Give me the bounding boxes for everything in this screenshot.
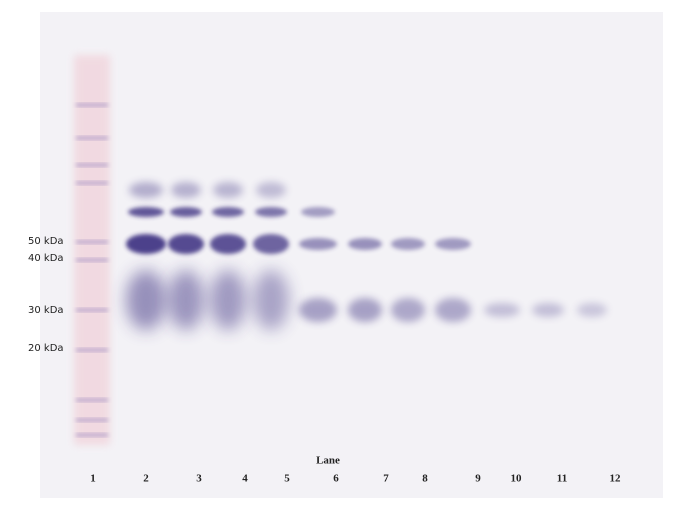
band-45: [435, 238, 471, 250]
top-smear: [171, 182, 201, 198]
axis-label: Lane: [316, 455, 340, 467]
ladder-band: [76, 258, 108, 262]
lane-number: 3: [196, 473, 202, 485]
band-30: [532, 303, 564, 317]
marker-labels: 50 kDa 40 kDa 30 kDa 20 kDa: [28, 236, 64, 354]
lane-number: 11: [557, 473, 567, 485]
top-smear: [256, 182, 286, 198]
band-upper: [170, 207, 202, 217]
ladder-band: [76, 433, 108, 437]
ladder-band: [76, 418, 108, 422]
ladder-band: [76, 163, 108, 167]
band-30: [577, 303, 607, 317]
lane-number: 12: [610, 473, 622, 485]
ladder-band: [76, 181, 108, 185]
band-45: [299, 238, 337, 250]
membrane: [40, 12, 663, 498]
top-smear: [129, 182, 163, 198]
band-upper: [301, 207, 335, 217]
marker-label: 40 kDa: [28, 253, 64, 264]
band-45: [210, 234, 246, 254]
ladder-smear: [74, 55, 110, 445]
lane-number: 5: [284, 473, 290, 485]
marker-label: 20 kDa: [28, 343, 64, 354]
band-45: [391, 238, 425, 250]
marker-label: 30 kDa: [28, 305, 64, 316]
band-45: [126, 234, 166, 254]
ladder-band: [76, 136, 108, 140]
lane-number: 10: [511, 473, 523, 485]
band-30: [435, 298, 471, 322]
marker-label: 50 kDa: [28, 236, 64, 247]
band-30: [299, 298, 337, 322]
smear: [210, 270, 246, 330]
band-upper: [212, 207, 244, 217]
band-30: [391, 298, 425, 322]
lane-number: 7: [383, 473, 389, 485]
lane-number: 4: [242, 473, 248, 485]
smear: [126, 270, 166, 330]
ladder-band: [76, 348, 108, 352]
ladder-band: [76, 308, 108, 312]
lane-labels: 1 2 3 4 5 6 7 8 9 10 11 12: [90, 473, 621, 485]
lane-number: 1: [90, 473, 96, 485]
smear: [168, 270, 204, 330]
bands: [74, 55, 607, 445]
smear: [253, 270, 289, 330]
band-45: [168, 234, 204, 254]
ladder-band: [76, 103, 108, 107]
band-30: [348, 298, 382, 322]
ladder-band: [76, 398, 108, 402]
band-45: [348, 238, 382, 250]
lane-number: 6: [333, 473, 339, 485]
band-upper: [255, 207, 287, 217]
lane-number: 9: [475, 473, 481, 485]
lane-number: 2: [143, 473, 149, 485]
lane-number: 8: [422, 473, 428, 485]
band-upper: [128, 207, 164, 217]
band-45: [253, 234, 289, 254]
band-30: [484, 303, 520, 317]
ladder-band: [76, 240, 108, 244]
top-smear: [213, 182, 243, 198]
